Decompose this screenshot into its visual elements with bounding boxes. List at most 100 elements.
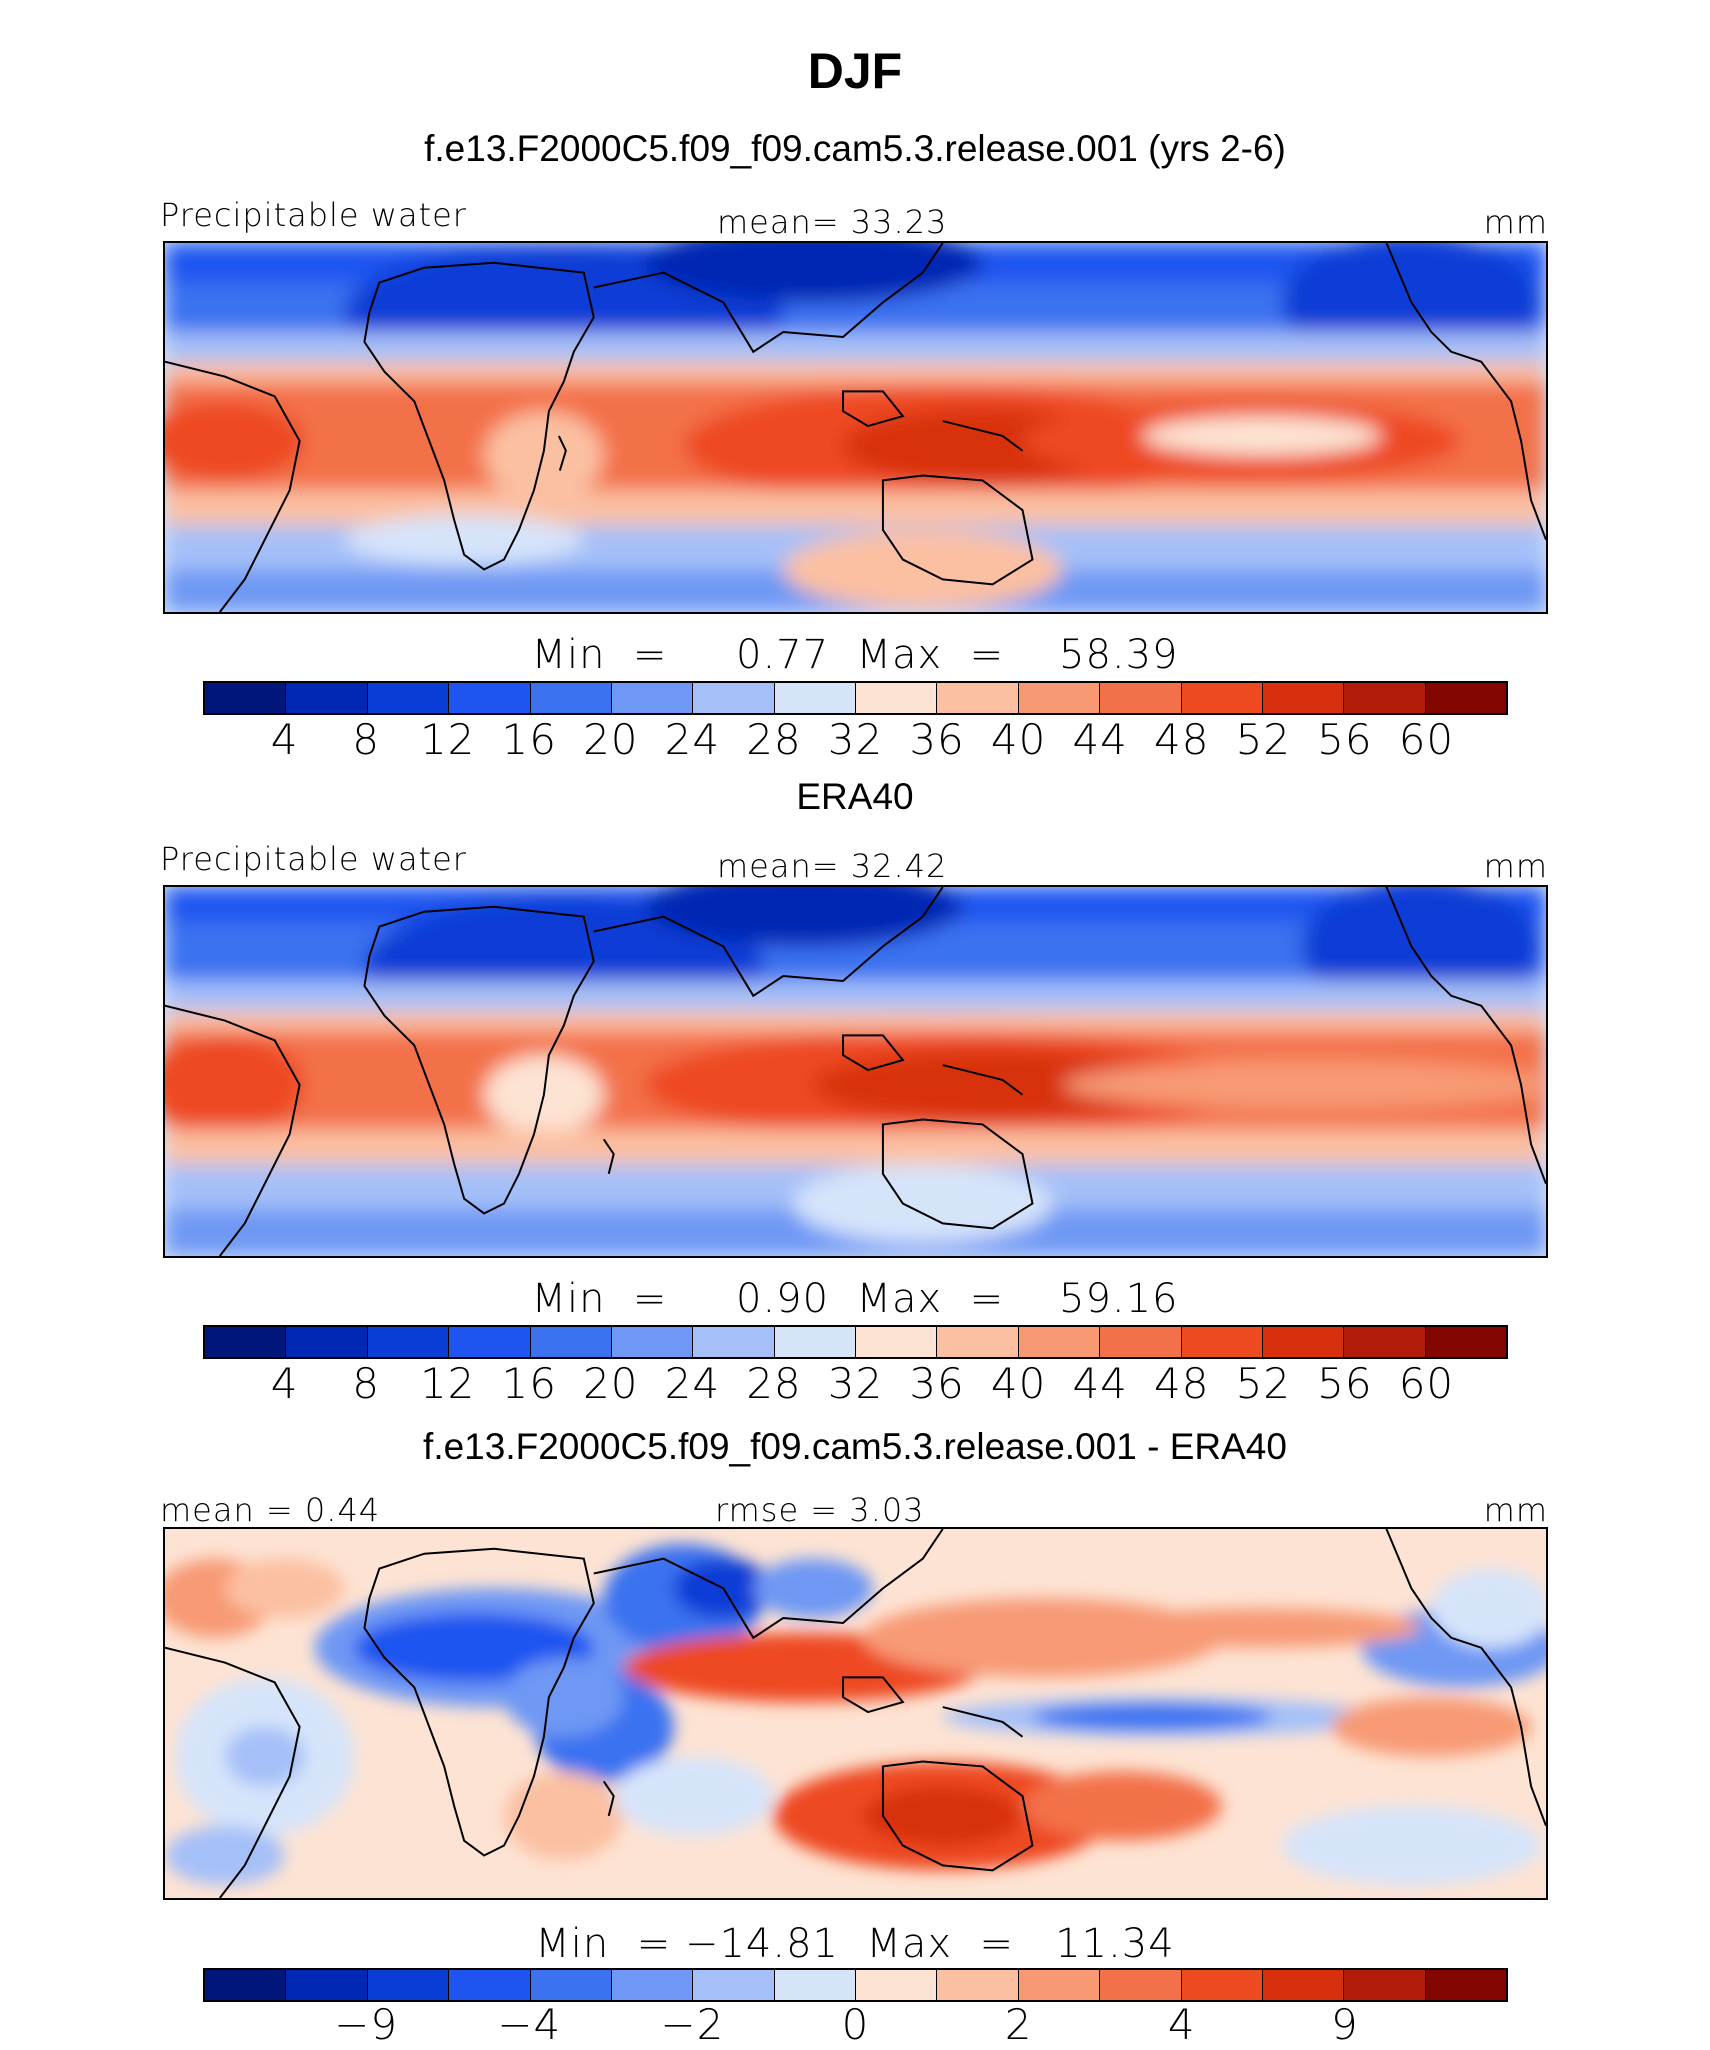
panel-3-swatch <box>367 1970 450 2000</box>
panel-1-tick: 16 <box>501 715 557 764</box>
panel-2-swatch <box>1181 1327 1263 1357</box>
panel-2-swatch <box>367 1327 450 1357</box>
panel-3-swatch <box>1181 1970 1263 2000</box>
panel-2-tick: 20 <box>583 1359 639 1408</box>
panel-3-swatch <box>1425 1970 1506 2000</box>
panel-1-units-label: mm <box>1483 203 1548 241</box>
panel-1-swatch <box>1181 683 1263 713</box>
panel-3-minmax: Min = −14.81 Max = 11.34 <box>535 1921 1175 1967</box>
panel-1-tick: 24 <box>664 715 721 764</box>
panel-2-swatch <box>1425 1327 1506 1357</box>
panel-3-tick: 9 <box>1331 2000 1359 2049</box>
panel-1-tick: 28 <box>746 715 802 764</box>
panel-1-swatch <box>856 683 938 713</box>
panel-3-swatch <box>1018 1970 1101 2000</box>
panel-2-colorbar <box>203 1325 1508 1359</box>
panel-3-colorbar <box>203 1968 1508 2002</box>
panel-2-colorbar-ticks: 4 8 12 16 20 24 28 32 36 40 44 48 52 56 … <box>203 1359 1508 1409</box>
panel-3-swatch <box>1100 1970 1182 2000</box>
panel-2-swatch <box>1344 1327 1426 1357</box>
panel-2-tick: 52 <box>1235 1359 1292 1408</box>
panel-1-tick: 12 <box>419 715 476 764</box>
panel-3-swatch <box>449 1970 531 2000</box>
panel-2-tick: 36 <box>909 1359 965 1408</box>
panel-1-tick: 36 <box>909 715 965 764</box>
figure-title: DJF <box>807 43 903 99</box>
panel-2-tick: 40 <box>990 1359 1047 1408</box>
panel-3-map-svg <box>165 1529 1546 1898</box>
panel-2-coastlines <box>165 887 1546 1256</box>
panel-1-tick: 60 <box>1398 715 1455 764</box>
panel-2-tick: 24 <box>664 1359 721 1408</box>
panel-2-tick: 56 <box>1317 1359 1373 1408</box>
panel-3-swatch <box>205 1970 287 2000</box>
panel-1-swatch <box>286 683 368 713</box>
panel-3-tick: 4 <box>1167 2000 1196 2049</box>
panel-3-tick: −2 <box>660 2000 725 2049</box>
panel-2-swatch <box>856 1327 938 1357</box>
panel-1-swatch <box>774 683 856 713</box>
panel-2-swatch <box>693 1327 775 1357</box>
panel-2-swatch <box>1262 1327 1345 1357</box>
panel-3-swatch <box>611 1970 694 2000</box>
panel-2-tick: 60 <box>1398 1359 1455 1408</box>
panel-1-swatch <box>1100 683 1182 713</box>
panel-3-coastlines <box>165 1529 1546 1898</box>
panel-3-swatch <box>1344 1970 1426 2000</box>
panel-2-heading: ERA40 <box>796 776 914 817</box>
panel-2-units-label: mm <box>1483 847 1548 885</box>
panel-1-swatch <box>530 683 612 713</box>
panel-1-tick: 48 <box>1154 715 1210 764</box>
panel-2-tick: 44 <box>1072 1359 1128 1408</box>
panel-1-minmax: Min = 0.77 Max = 58.39 <box>531 632 1179 678</box>
panel-3-swatch <box>286 1970 368 2000</box>
panel-1-swatch <box>1425 683 1506 713</box>
panel-1-swatch <box>1262 683 1345 713</box>
panel-1-tick: 56 <box>1317 715 1373 764</box>
panel-2-swatch <box>937 1327 1019 1357</box>
panel-3-swatch <box>856 1970 938 2000</box>
panel-2-swatch <box>1018 1327 1101 1357</box>
panel-1-swatch <box>937 683 1019 713</box>
panel-1-colorbar <box>203 681 1508 715</box>
panel-1-swatch <box>205 683 287 713</box>
panel-1-swatch <box>611 683 694 713</box>
panel-1-swatch <box>1018 683 1101 713</box>
panel-1-tick: 8 <box>352 715 380 764</box>
panel-2-tick: 8 <box>352 1359 380 1408</box>
panel-2-minmax: Min = 0.90 Max = 59.16 <box>531 1276 1179 1322</box>
panel-2-swatch <box>449 1327 531 1357</box>
panel-1-tick: 52 <box>1235 715 1292 764</box>
panel-3-swatch <box>1262 1970 1345 2000</box>
panel-1-colorbar-ticks: 4 8 12 16 20 24 28 32 36 40 44 48 52 56 … <box>203 715 1508 765</box>
panel-3-tick: 0 <box>841 2000 870 2049</box>
panel-1-tick: 32 <box>827 715 884 764</box>
panel-2-swatch <box>205 1327 287 1357</box>
panel-2-swatch <box>774 1327 856 1357</box>
panel-1-coastlines <box>165 243 1546 612</box>
panel-1-tick: 40 <box>990 715 1047 764</box>
panel-3-tick: −4 <box>497 2000 562 2049</box>
panel-1-tick: 4 <box>270 715 299 764</box>
panel-2-swatch <box>530 1327 612 1357</box>
panel-2-swatch <box>611 1327 694 1357</box>
panel-2-tick: 48 <box>1154 1359 1210 1408</box>
panel-2-tick: 4 <box>270 1359 299 1408</box>
panel-2-mean-label: mean= 32.42 <box>717 847 948 885</box>
panel-1-swatch <box>693 683 775 713</box>
panel-2-tick: 28 <box>746 1359 802 1408</box>
panel-2-tick: 16 <box>501 1359 557 1408</box>
panel-3-tick: 2 <box>1004 2000 1033 2049</box>
panel-3-swatch <box>937 1970 1019 2000</box>
panel-1-mean-label: mean= 33.23 <box>717 203 948 241</box>
panel-3-swatch <box>530 1970 612 2000</box>
panel-1-tick: 44 <box>1072 715 1128 764</box>
panel-1-heading: f.e13.F2000C5.f09_f09.cam5.3.release.001… <box>424 128 1286 169</box>
panel-3-rmse-label: rmse = 3.03 <box>715 1491 925 1529</box>
panel-3-tick: −9 <box>334 2000 399 2049</box>
panel-1-map-svg <box>165 243 1546 612</box>
panel-2-tick: 12 <box>419 1359 476 1408</box>
panel-1-swatch <box>1344 683 1426 713</box>
panel-2-map <box>163 885 1548 1258</box>
panel-3-swatch <box>774 1970 856 2000</box>
